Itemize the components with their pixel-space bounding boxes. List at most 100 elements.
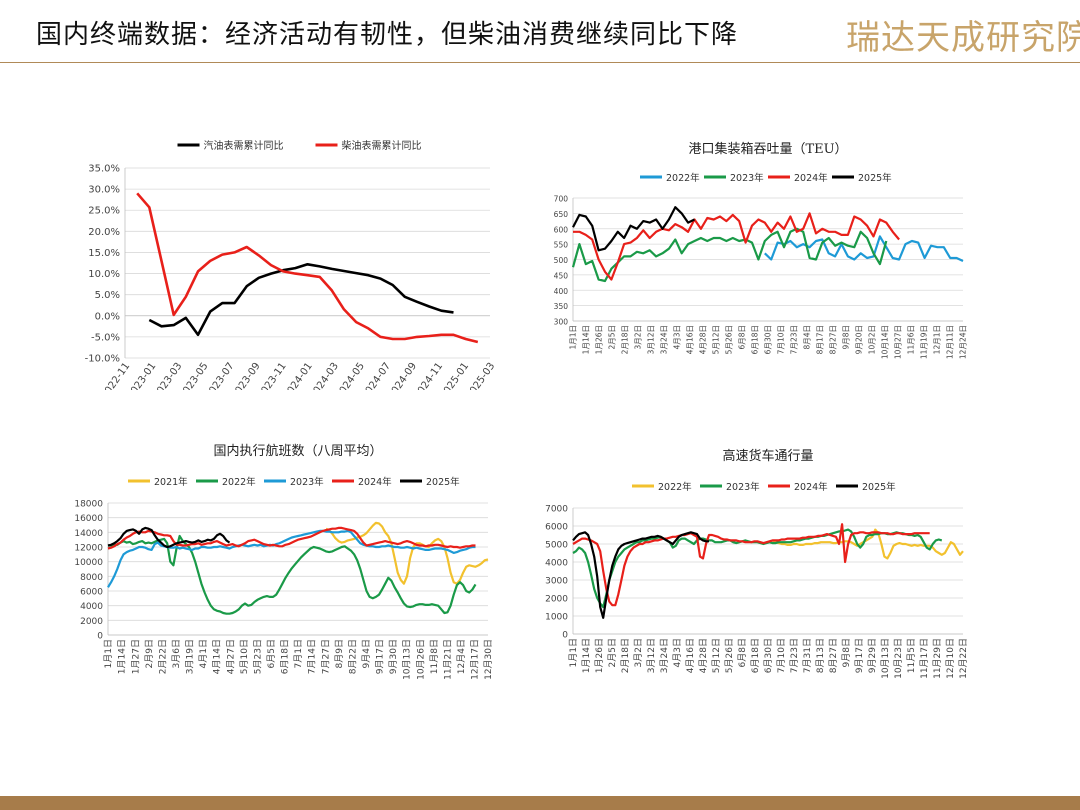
chart-truck-traffic: 高速货车通行量 2022年 2023年 2024年 2025年 0 1000 2000 3000… [530, 440, 980, 690]
chart-port-teu-svg: 港口集装箱吞吐量（TEU） 2022年 2023年 2024年 2025年 300 350 4… [554, 141, 968, 359]
y-tick-label: -5.0% [91, 332, 120, 343]
chart-port-teu: 港口集装箱吞吐量（TEU） 2022年 2023年 2024年 2025年 300 350 4… [535, 135, 975, 390]
x-tick-label: 1月1日 [569, 325, 578, 350]
y-tick-label: 14000 [74, 529, 103, 539]
x-tick-label: 6月30日 [764, 325, 773, 354]
x-tick-label: 12月10日 [945, 638, 956, 679]
legend-item: 2023年 [704, 172, 764, 184]
x-tick-label: 2023-07 [204, 361, 237, 390]
brand-logo: 瑞达天成研究院 [846, 10, 1080, 59]
x-tick-label: 9月29日 [867, 638, 878, 673]
legend-label: 2023年 [290, 476, 324, 488]
y-tick-label: -10.0% [85, 354, 120, 365]
x-tick-label: 11月21日 [442, 639, 453, 680]
x-tick-label: 2024-09 [386, 361, 419, 390]
x-tick-label: 6月18日 [750, 638, 761, 673]
x-tick-label: 12月17日 [470, 639, 481, 680]
x-tick-label: 11月17日 [919, 638, 930, 679]
legend-label: 2022年 [666, 172, 700, 184]
x-tick-label: 8月4日 [803, 325, 812, 350]
x-tick-label: 1月14日 [582, 325, 591, 354]
y-tick-label: 25.0% [88, 206, 120, 217]
y-tick-label: 2000 [80, 617, 103, 627]
x-tick-label: 2月18日 [620, 638, 631, 673]
x-tick-label: 9月30日 [388, 639, 399, 674]
x-tick-label: 10月26日 [415, 639, 426, 680]
x-tick-label: 10月14日 [881, 325, 890, 359]
x-tick-label: 7月27日 [320, 639, 331, 674]
x-tick-label: 1月27日 [130, 639, 141, 674]
x-tick-label: 11月6日 [907, 325, 916, 354]
x-tick-label: 9月8日 [842, 325, 851, 350]
y-tick-label: 450 [554, 271, 569, 280]
x-tick-label: 7月23日 [790, 325, 799, 354]
x-tick-label: 11月19日 [920, 325, 929, 359]
y-tick-label: 4000 [545, 559, 568, 569]
legend-item: 2024年 [768, 481, 828, 493]
x-tick-label: 12月11日 [946, 325, 955, 359]
x-tick-label: 1月14日 [117, 639, 128, 674]
y-tick-label: 18000 [74, 500, 103, 510]
x-tick-label: 9月20日 [855, 325, 864, 354]
legend-item: 2025年 [836, 481, 896, 493]
legend-label: 2021年 [154, 476, 188, 488]
x-tick-label: 2024-11 [412, 361, 445, 390]
x-tick-label: 5月23日 [252, 639, 263, 674]
x-tick-label: 2月5日 [608, 325, 617, 350]
x-tick-label: 11月29日 [932, 638, 943, 679]
y-tick-label: 300 [554, 318, 569, 327]
chart-truck-traffic-svg: 高速货车通行量 2022年 2023年 2024年 2025年 0 1000 2000 3000… [545, 448, 969, 679]
chart-title: 国内执行航班数（八周平均） [213, 443, 382, 459]
x-tick-label: 2023-05 [178, 361, 211, 390]
y-tick-label: 1000 [545, 613, 568, 623]
x-tick-label: 5月12日 [711, 638, 722, 673]
x-tick-label: 5月10日 [239, 639, 250, 674]
x-tick-label: 4月16日 [686, 325, 695, 354]
y-tick-label: 35.0% [88, 164, 120, 175]
x-tick-label: 4月1日 [198, 639, 209, 668]
legend-label: 2025年 [858, 172, 892, 184]
x-tick-label: 10月13日 [402, 639, 413, 680]
x-tick-label: 2月22日 [157, 639, 168, 674]
x-tick-label: 2023-11 [256, 361, 289, 390]
logo-text: 瑞达天成研究院 [846, 18, 1080, 58]
legend-label: 柴油表需累计同比 [342, 139, 422, 152]
page-title: 国内终端数据：经济活动有韧性，但柴油消费继续同比下降 [36, 20, 739, 50]
x-tick-label: 3月6日 [171, 639, 182, 668]
x-tick-label: 6月18日 [280, 639, 291, 674]
x-tick-label: 5月26日 [724, 638, 735, 673]
y-tick-label: 2000 [545, 595, 568, 605]
x-tick-label: 4月27日 [225, 639, 236, 674]
legend-item: 柴油表需累计同比 [315, 139, 422, 152]
y-tick-label: 400 [554, 287, 569, 296]
x-tick-label: 3月2日 [634, 325, 643, 350]
x-tick-label: 2023-09 [230, 361, 263, 390]
x-tick-label: 5月12日 [712, 325, 721, 354]
x-tick-label: 6月5日 [266, 639, 277, 668]
y-tick-label: 5000 [545, 541, 568, 551]
x-tick-label: 4月14日 [212, 639, 223, 674]
y-tick-label: 500 [554, 256, 569, 265]
legend-item: 2021年 [128, 476, 188, 488]
x-tick-label: 6月30日 [763, 638, 774, 673]
legend-label: 2025年 [862, 481, 896, 493]
legend-label: 2022年 [222, 476, 256, 488]
x-tick-label: 11月5日 [906, 638, 917, 673]
x-tick-label: 8月13日 [815, 638, 826, 673]
legend-label: 2022年 [658, 481, 692, 493]
y-tick-label: 550 [554, 241, 569, 250]
x-tick-label: 4月3日 [673, 325, 682, 350]
x-tick-label: 6月8日 [737, 638, 748, 667]
x-tick-label: 12月24日 [959, 325, 968, 359]
chart-fuel-demand: 汽油表需累计同比 柴油表需累计同比 -10.0% -5.0% 0.0% 5.0% 10.0%… [55, 125, 505, 390]
x-tick-label: 1月26日 [594, 638, 605, 673]
x-tick-label: 2月5日 [607, 638, 618, 667]
x-tick-label: 2023-01 [125, 361, 158, 390]
y-tick-label: 0 [562, 631, 568, 641]
x-tick-label: 7月23日 [789, 638, 800, 673]
x-tick-label: 7月31日 [802, 638, 813, 673]
y-tick-label: 30.0% [88, 185, 120, 196]
x-tick-label: 8月17日 [816, 325, 825, 354]
series-line [571, 227, 888, 283]
chart-title: 港口集装箱吞吐量（TEU） [688, 141, 847, 157]
